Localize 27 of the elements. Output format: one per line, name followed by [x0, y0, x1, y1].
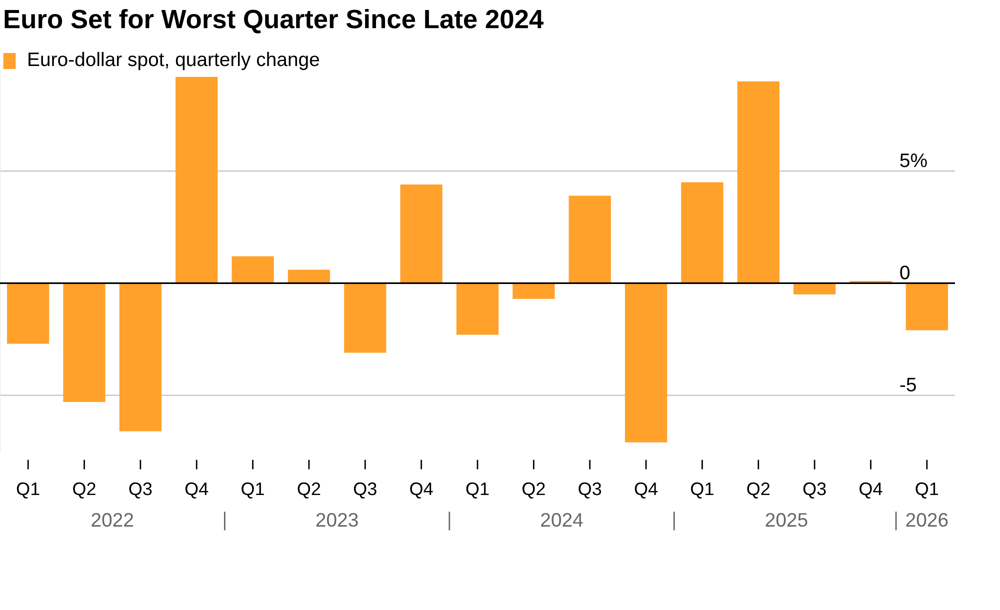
text: 2022: [92, 513, 134, 527]
x-tick-label: Q1: [691, 482, 714, 498]
x-tick-label: Q2: [298, 482, 320, 498]
x-tick-label: Q4: [410, 482, 433, 498]
x-tick-label: Q1: [466, 482, 489, 498]
x-tick-label: Q1: [16, 482, 40, 498]
x-tick-label: Q3: [354, 482, 376, 498]
x-tick-label: Q1: [916, 482, 938, 498]
y-tick-label: 5%: [900, 154, 927, 168]
x-tick-label: Q4: [634, 482, 658, 498]
legend-label: Euro-dollar spot, quarterly change: [28, 52, 320, 70]
text: 2025: [766, 513, 808, 527]
text: 2026: [906, 513, 948, 527]
y-tick-label: 0: [900, 266, 910, 280]
x-tick-label: Q3: [578, 482, 602, 498]
y-tick-label: -5: [900, 378, 916, 392]
chart-title: Euro Set for Worst Quarter Since Late 2024: [4, 9, 544, 34]
x-tick-label: Q3: [803, 482, 826, 498]
x-tick-label: Q2: [522, 482, 545, 498]
x-tick-label: Q1: [242, 482, 264, 498]
text: 2024: [541, 513, 583, 527]
x-tick-label: Q3: [129, 482, 152, 498]
x-tick-label: Q2: [73, 482, 96, 498]
x-tick-label: Q2: [747, 482, 770, 498]
x-tick-label: Q4: [860, 482, 882, 498]
text: 2023: [316, 513, 358, 527]
x-tick-label: Q4: [185, 482, 208, 498]
